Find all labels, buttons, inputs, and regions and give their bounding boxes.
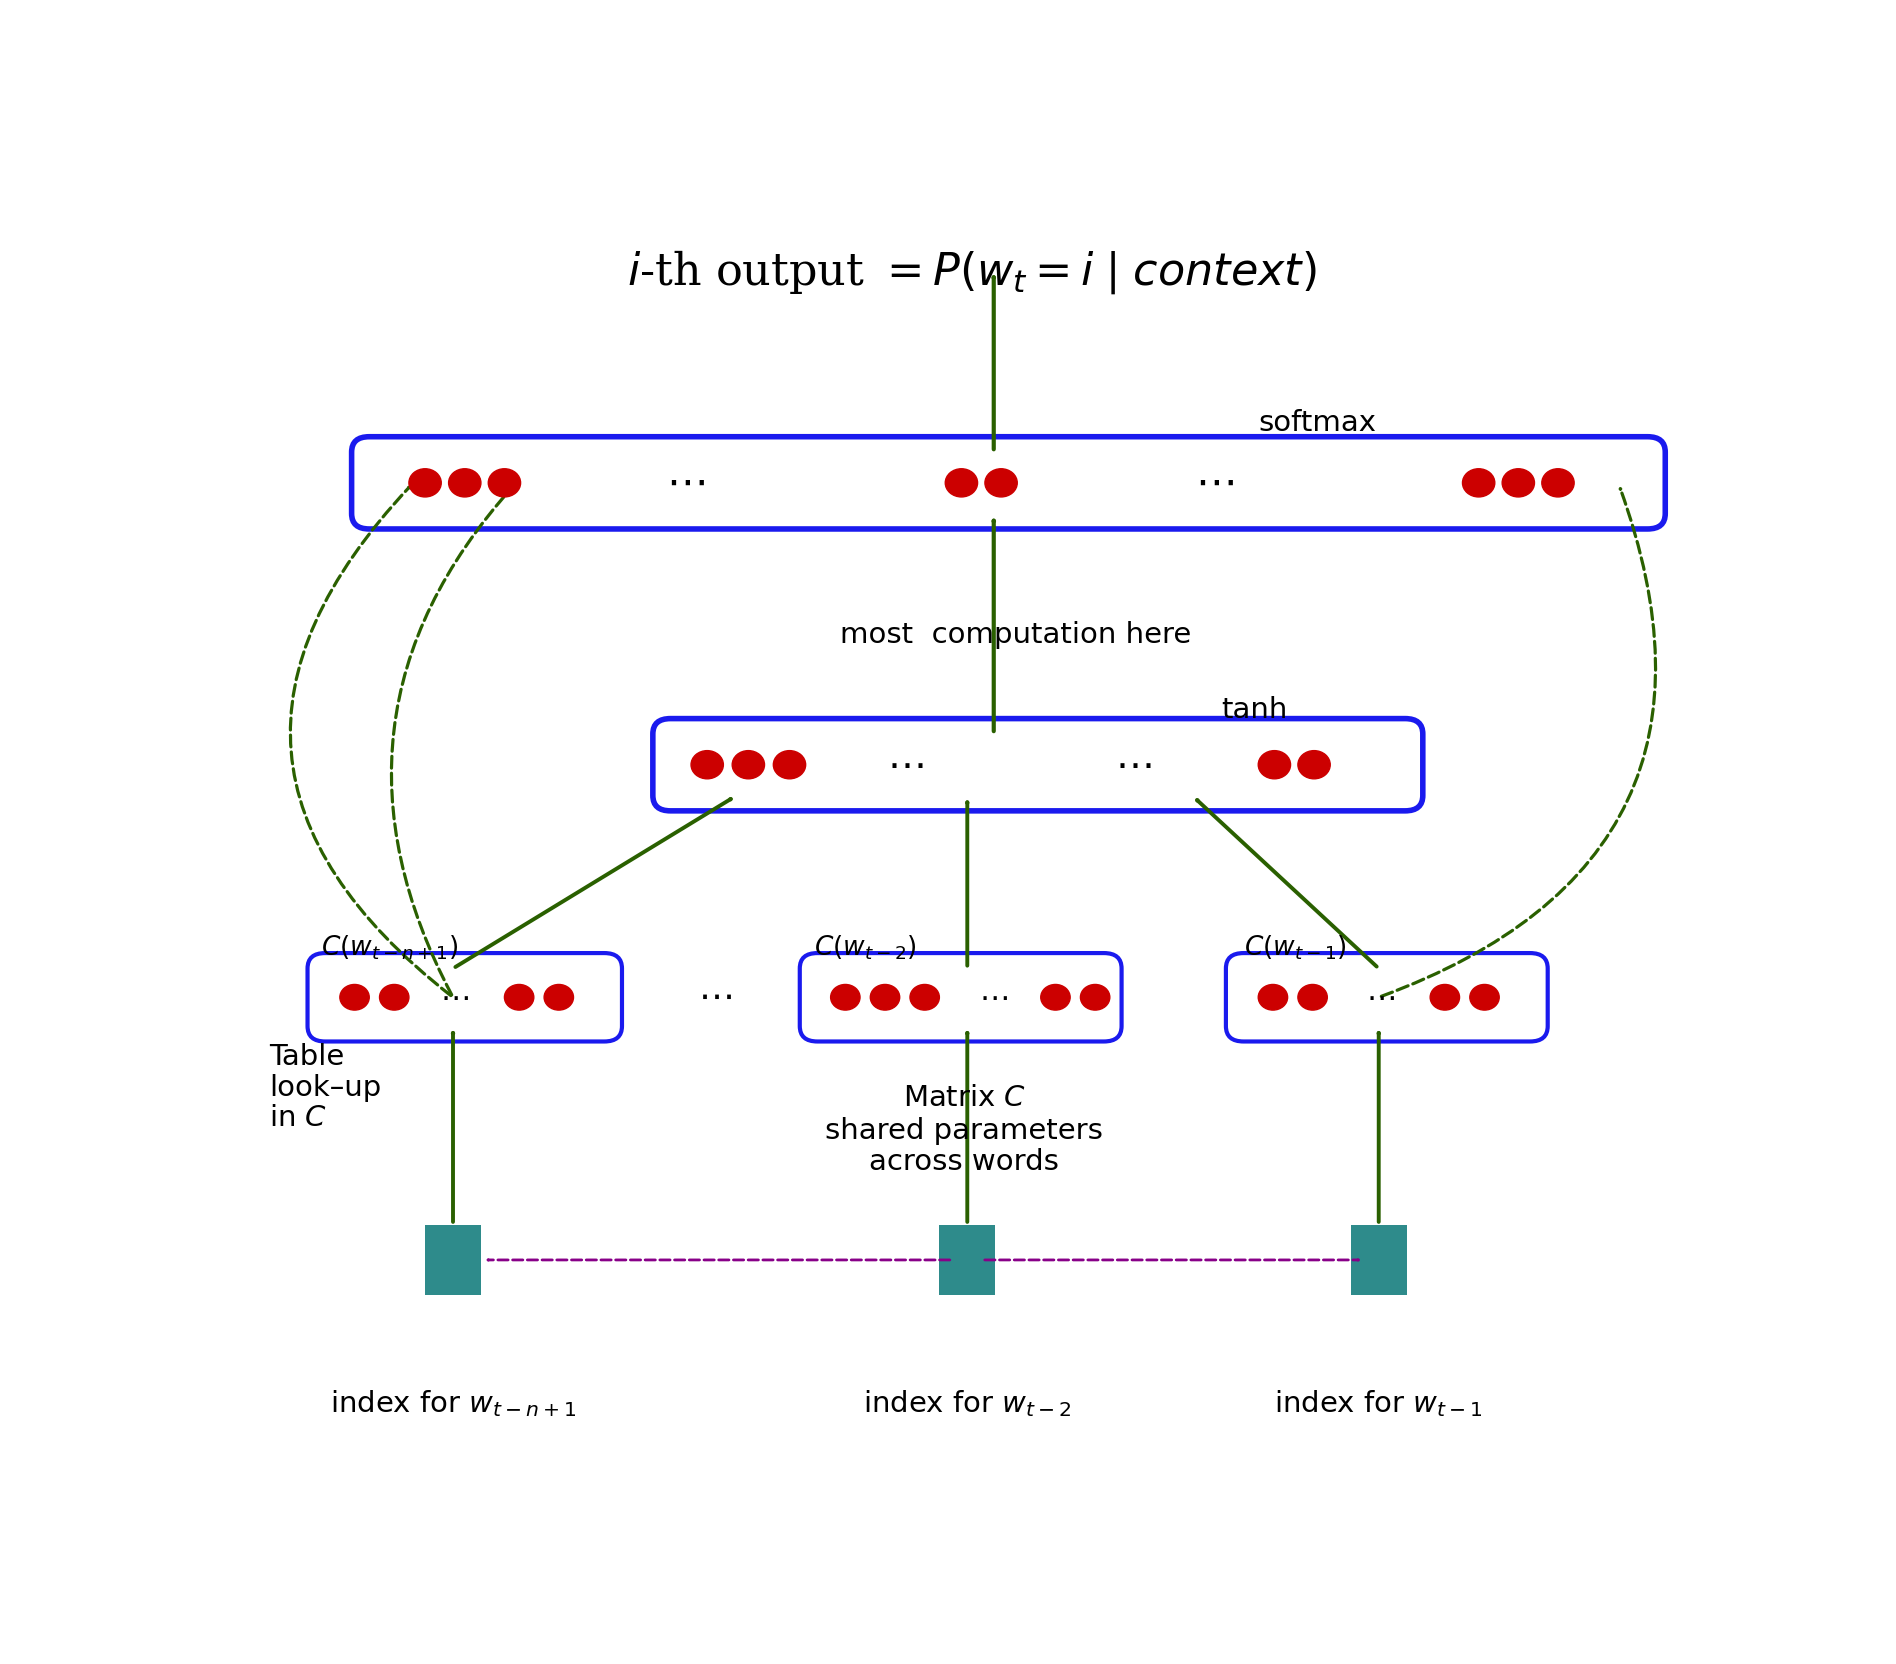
FancyArrowPatch shape [290, 488, 451, 995]
Circle shape [489, 469, 521, 498]
FancyArrowPatch shape [1382, 489, 1655, 997]
Circle shape [1462, 469, 1494, 498]
Text: across words: across words [870, 1148, 1060, 1176]
Text: $\cdots$: $\cdots$ [1365, 983, 1395, 1012]
Circle shape [410, 469, 442, 498]
Circle shape [379, 985, 410, 1010]
FancyBboxPatch shape [1227, 953, 1547, 1042]
FancyBboxPatch shape [652, 719, 1422, 810]
Text: in $C$: in $C$ [269, 1105, 328, 1133]
FancyArrowPatch shape [391, 488, 512, 995]
FancyArrowPatch shape [455, 799, 730, 967]
Text: index for $w_{t-n+1}$: index for $w_{t-n+1}$ [330, 1389, 576, 1419]
Text: index for $w_{t-1}$: index for $w_{t-1}$ [1274, 1389, 1483, 1419]
Text: $\cdots$: $\cdots$ [887, 745, 923, 784]
FancyBboxPatch shape [307, 953, 622, 1042]
Circle shape [1259, 750, 1291, 779]
Text: $\cdots$: $\cdots$ [440, 983, 468, 1012]
Circle shape [690, 750, 724, 779]
Circle shape [504, 985, 535, 1010]
Text: $\cdots$: $\cdots$ [980, 983, 1009, 1012]
Text: shared parameters: shared parameters [825, 1117, 1103, 1145]
Circle shape [946, 469, 978, 498]
Circle shape [732, 750, 764, 779]
Text: $\cdots$: $\cdots$ [1115, 745, 1151, 784]
Text: most  computation here: most computation here [840, 621, 1191, 649]
Circle shape [1299, 985, 1327, 1010]
Text: $\cdots$: $\cdots$ [665, 463, 705, 504]
Text: tanh: tanh [1221, 696, 1287, 724]
Circle shape [1469, 985, 1500, 1010]
Circle shape [339, 985, 370, 1010]
Text: $\cdots$: $\cdots$ [698, 980, 732, 1015]
Text: index for $w_{t-2}$: index for $w_{t-2}$ [863, 1389, 1071, 1419]
Circle shape [870, 985, 901, 1010]
FancyBboxPatch shape [800, 953, 1122, 1042]
Circle shape [1041, 985, 1069, 1010]
Text: Matrix $C$: Matrix $C$ [902, 1083, 1026, 1112]
Circle shape [830, 985, 861, 1010]
FancyBboxPatch shape [1350, 1225, 1407, 1295]
FancyBboxPatch shape [939, 1225, 995, 1295]
Circle shape [1541, 469, 1574, 498]
Circle shape [1081, 985, 1109, 1010]
FancyBboxPatch shape [425, 1225, 482, 1295]
Circle shape [1299, 750, 1331, 779]
Circle shape [984, 469, 1018, 498]
Text: softmax: softmax [1259, 409, 1376, 436]
Text: $\cdots$: $\cdots$ [1194, 463, 1234, 504]
Circle shape [774, 750, 806, 779]
Text: Table: Table [269, 1043, 345, 1072]
Text: $C(w_{t-1})$: $C(w_{t-1})$ [1244, 934, 1346, 962]
Circle shape [1259, 985, 1287, 1010]
Text: $C(w_{t-2})$: $C(w_{t-2})$ [815, 934, 918, 962]
Circle shape [1502, 469, 1534, 498]
Circle shape [544, 985, 573, 1010]
FancyBboxPatch shape [351, 436, 1665, 529]
Circle shape [1430, 985, 1460, 1010]
Text: $i$-th output $= P(w_t = i \mid \mathit{context})$: $i$-th output $= P(w_t = i \mid \mathit{… [628, 248, 1316, 296]
Circle shape [449, 469, 482, 498]
Text: $C(w_{t-n+1})$: $C(w_{t-n+1})$ [320, 934, 457, 962]
FancyArrowPatch shape [1196, 800, 1376, 967]
Text: look–up: look–up [269, 1073, 381, 1102]
Circle shape [910, 985, 939, 1010]
